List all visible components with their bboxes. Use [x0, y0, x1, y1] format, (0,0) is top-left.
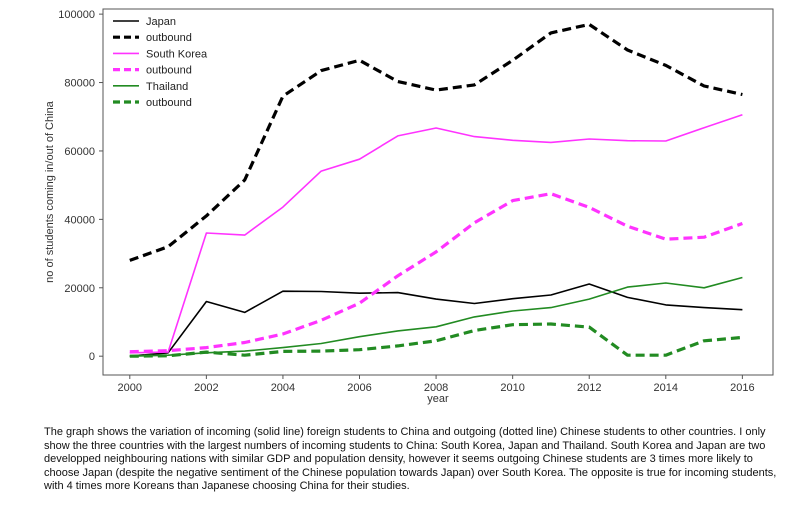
- y-tick-label: 20000: [64, 283, 95, 295]
- legend-label: outbound: [146, 32, 192, 44]
- x-tick-label: 2008: [424, 382, 448, 394]
- x-tick-label: 2004: [271, 382, 295, 394]
- series-lines: [129, 22, 743, 358]
- x-tick-label: 2010: [500, 382, 524, 394]
- y-tick-label: 0: [89, 351, 95, 363]
- legend-label: South Korea: [146, 48, 208, 60]
- x-axis-ticks: 2000 2002 2004 2006 2008 2010 2012 2014 2016: [118, 375, 755, 394]
- legend-label: Japan: [146, 16, 176, 28]
- legend-label: outbound: [146, 97, 192, 109]
- x-tick-label: 2012: [577, 382, 601, 394]
- chart-caption: The graph shows the variation of incomin…: [44, 426, 777, 493]
- x-tick-label: 2016: [730, 382, 754, 394]
- legend: Japan outbound South Korea outbound Thailand…: [113, 16, 208, 109]
- y-axis-ticks: 0 20000 40000 60000 80000 100000: [58, 9, 103, 363]
- series-line-5: [129, 322, 743, 358]
- x-tick-label: 2006: [347, 382, 371, 394]
- y-axis-label: no of students coming in/out of China: [44, 100, 56, 282]
- x-tick-label: 2000: [118, 382, 142, 394]
- plot-area: [102, 8, 774, 376]
- x-axis-label: year: [427, 393, 449, 405]
- legend-label: outbound: [146, 65, 192, 77]
- y-tick-label: 80000: [64, 78, 95, 90]
- line-chart: 2000 2002 2004 2006 2008 2010 2012 2014 2016 0 20…: [44, 8, 774, 405]
- series-line-0: [129, 283, 743, 357]
- series-line-2: [129, 113, 743, 354]
- series-line-4: [129, 276, 743, 357]
- x-tick-label: 2002: [194, 382, 218, 394]
- y-tick-label: 60000: [64, 146, 95, 158]
- series-line-3: [129, 192, 743, 354]
- y-tick-label: 100000: [58, 9, 95, 21]
- y-tick-label: 40000: [64, 214, 95, 226]
- x-tick-label: 2014: [654, 382, 678, 394]
- legend-label: Thailand: [146, 81, 188, 93]
- series-line-1: [129, 22, 743, 262]
